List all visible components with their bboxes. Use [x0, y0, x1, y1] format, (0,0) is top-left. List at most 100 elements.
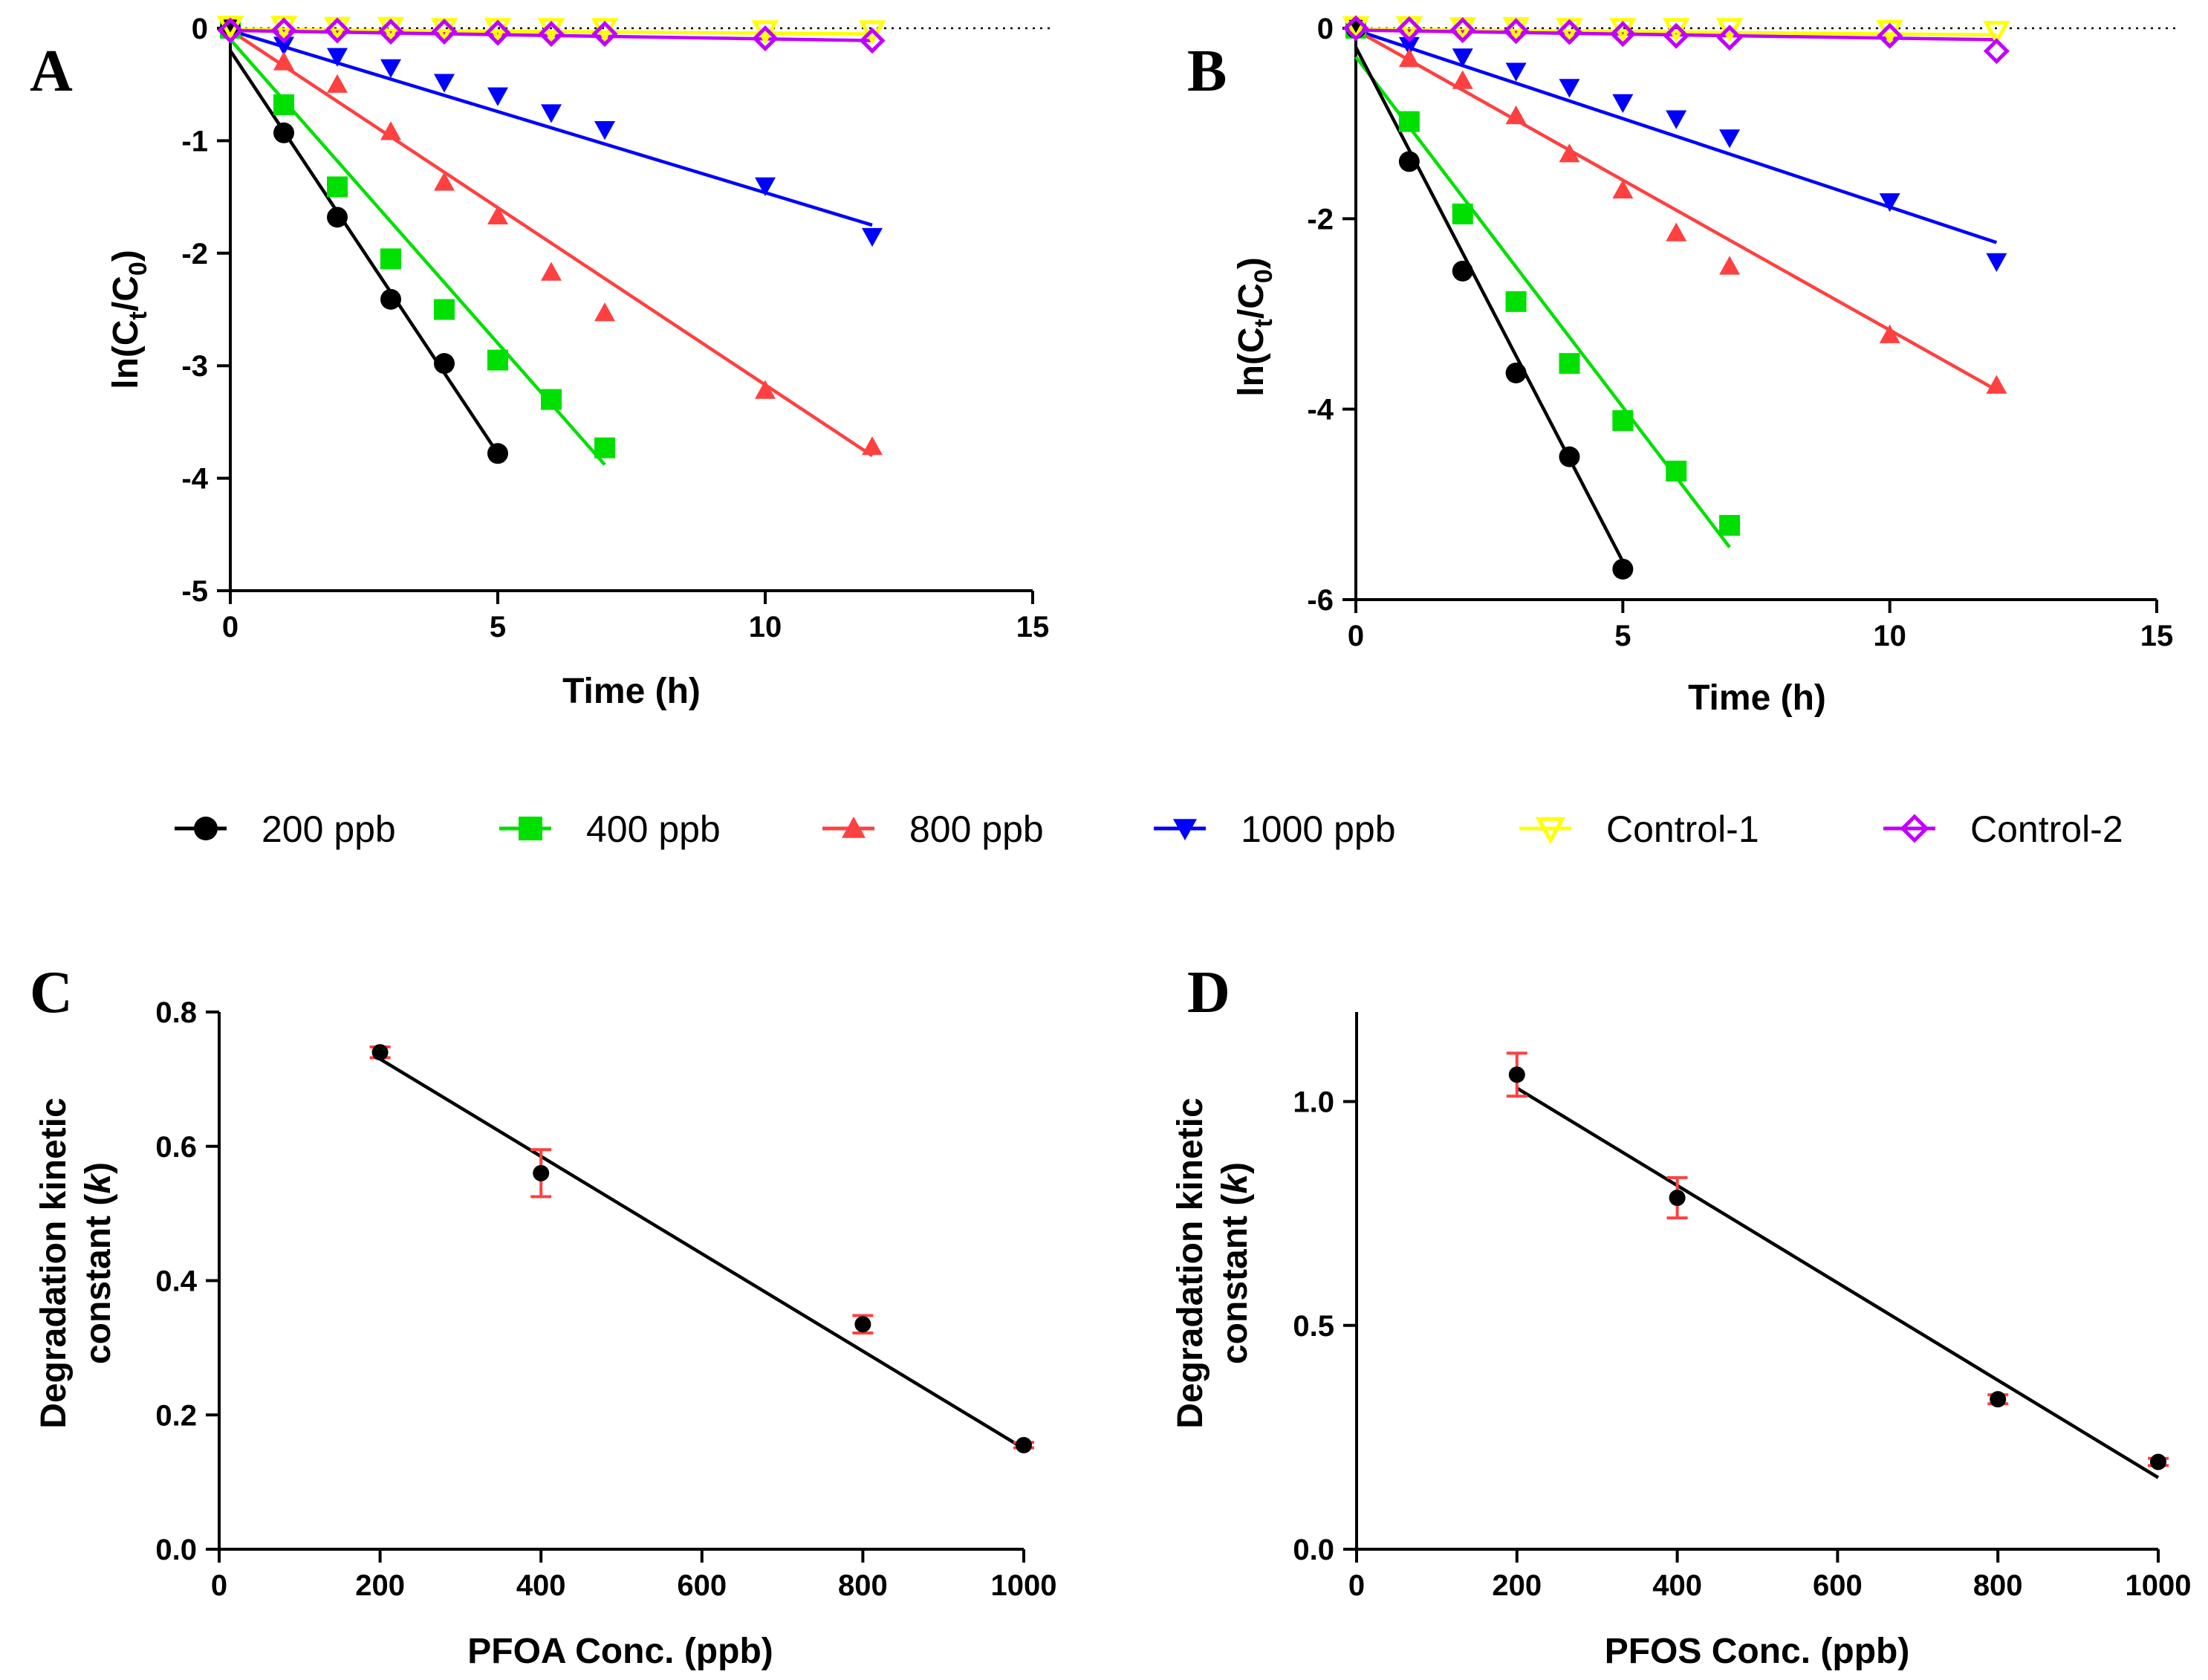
data-point	[1505, 362, 1527, 383]
x-tick-label: 400	[516, 1569, 566, 1602]
data-point	[1556, 19, 1583, 45]
data-point	[1342, 15, 1369, 42]
y-axis-title-text: constant (	[1215, 1194, 1255, 1364]
data-point	[487, 87, 508, 106]
x-axis-title: Time (h)	[562, 672, 701, 711]
data-point	[1663, 22, 1689, 49]
legend-label: 1000 ppb	[1241, 808, 1396, 850]
x-tick-label: 0	[1348, 620, 1364, 652]
x-tick-label: 400	[1652, 1569, 1702, 1602]
y-axis-title-k: k	[1215, 1173, 1255, 1194]
data-point	[327, 176, 348, 198]
data-point	[434, 74, 455, 93]
y-tick-label: -2	[181, 238, 208, 270]
data-point	[327, 48, 348, 67]
y-axis-title-end: )	[1215, 1162, 1255, 1174]
data-point	[434, 172, 455, 191]
data-point	[1666, 110, 1687, 129]
legend-item-200-ppb: 200 ppb	[175, 808, 396, 850]
data-point	[1990, 1391, 2007, 1408]
data-point	[434, 299, 455, 320]
data-point	[1612, 410, 1634, 432]
data-point	[273, 122, 294, 143]
series-200-ppb	[220, 18, 508, 464]
data-point	[854, 1316, 871, 1333]
data-point	[862, 227, 883, 247]
legend-marker	[1535, 817, 1566, 845]
data-point	[594, 437, 615, 458]
data-point	[1669, 1190, 1686, 1207]
y-tick-label: -5	[181, 575, 208, 608]
data-point	[1716, 25, 1743, 51]
data-point	[1452, 48, 1473, 68]
series-400-ppb	[1345, 18, 1741, 536]
y-axis-title-main: ln(C	[106, 320, 146, 389]
panel-d: D PFOS Conc. (ppb) Degradation kinetic c…	[1171, 960, 2191, 1671]
y-axis-title-mid: /C	[1232, 283, 1271, 319]
legend-label: Control-2	[1970, 808, 2123, 850]
y-tick-label: 0.4	[155, 1265, 197, 1298]
x-tick-label: 600	[677, 1569, 727, 1602]
x-axis-title: PFOS Conc. (ppb)	[1605, 1632, 1910, 1671]
data-point	[538, 21, 565, 48]
data-point	[1983, 21, 2010, 45]
y-tick-label: 0.6	[155, 1131, 197, 1164]
data-point	[1398, 151, 1420, 172]
data-point	[591, 21, 618, 48]
legend-item-control-2: Control-2	[1883, 808, 2123, 850]
data-point	[380, 248, 401, 270]
fit-line	[229, 50, 499, 455]
legend-label: 800 ppb	[909, 808, 1044, 850]
data-point	[1016, 1436, 1032, 1453]
data-point	[1719, 515, 1741, 536]
legend-label: 200 ppb	[262, 808, 396, 850]
data-point	[273, 94, 294, 115]
data-point	[380, 59, 401, 78]
data-point	[858, 20, 886, 45]
y-tick-label: -6	[1307, 584, 1334, 617]
data-point	[371, 1044, 389, 1061]
y-tick-label: -3	[181, 350, 208, 383]
y-tick-label: -2	[1307, 203, 1334, 236]
x-tick-label: 200	[355, 1569, 405, 1602]
data-point	[594, 121, 615, 140]
y-tick-label: 0	[192, 13, 208, 45]
data-point	[1719, 256, 1741, 275]
data-point	[1612, 94, 1634, 113]
data-point	[2150, 1453, 2166, 1470]
data-point	[1398, 111, 1420, 132]
plot-area: 0 200 400 600 800 1000 0.0 0.2 0.4 0.6 0.8	[155, 996, 1056, 1602]
data-point	[1715, 18, 1744, 43]
y-axis-title-sub2: 0	[124, 262, 152, 276]
data-point	[1983, 38, 2010, 65]
legend: 200 ppb 400 ppb 800 ppb 1000 ppb Control-1 Co…	[175, 808, 2123, 850]
y-axis-title-end: )	[79, 1162, 118, 1174]
y-tick-label: -4	[181, 463, 208, 496]
legend-label: 400 ppb	[586, 808, 721, 850]
data-point	[1986, 374, 2007, 394]
plot-area: 0 5 10 15 0 -1 -2 -3 -4 -5	[181, 13, 1051, 643]
panel-letter: B	[1187, 39, 1227, 104]
data-point	[1508, 1066, 1525, 1083]
y-tick-label: -1	[181, 125, 208, 158]
y-axis-title: ln(Ct/C0)	[106, 250, 152, 389]
data-point	[1449, 17, 1476, 44]
legend-item-control-1: Control-1	[1519, 808, 1759, 850]
data-point	[273, 51, 294, 71]
y-axis-title-sub1: t	[1250, 319, 1278, 327]
fit-line	[1354, 46, 1625, 562]
data-point	[755, 380, 776, 399]
data-point	[1559, 446, 1580, 467]
data-point	[217, 17, 244, 44]
data-point	[327, 207, 348, 228]
panel-b: B Time (h) ln(Ct/C0) 0 5 10 150-2-4-6	[1187, 13, 2175, 718]
legend-marker	[194, 817, 218, 840]
data-point	[1612, 179, 1634, 199]
series-1000-ppb	[1398, 36, 2007, 273]
series-1000-ppb	[273, 36, 883, 247]
x-tick-label: 800	[838, 1569, 888, 1602]
x-tick-label: 200	[1492, 1569, 1542, 1602]
data-point	[1666, 460, 1687, 481]
data-point	[1398, 48, 1420, 68]
data-point	[380, 288, 401, 310]
